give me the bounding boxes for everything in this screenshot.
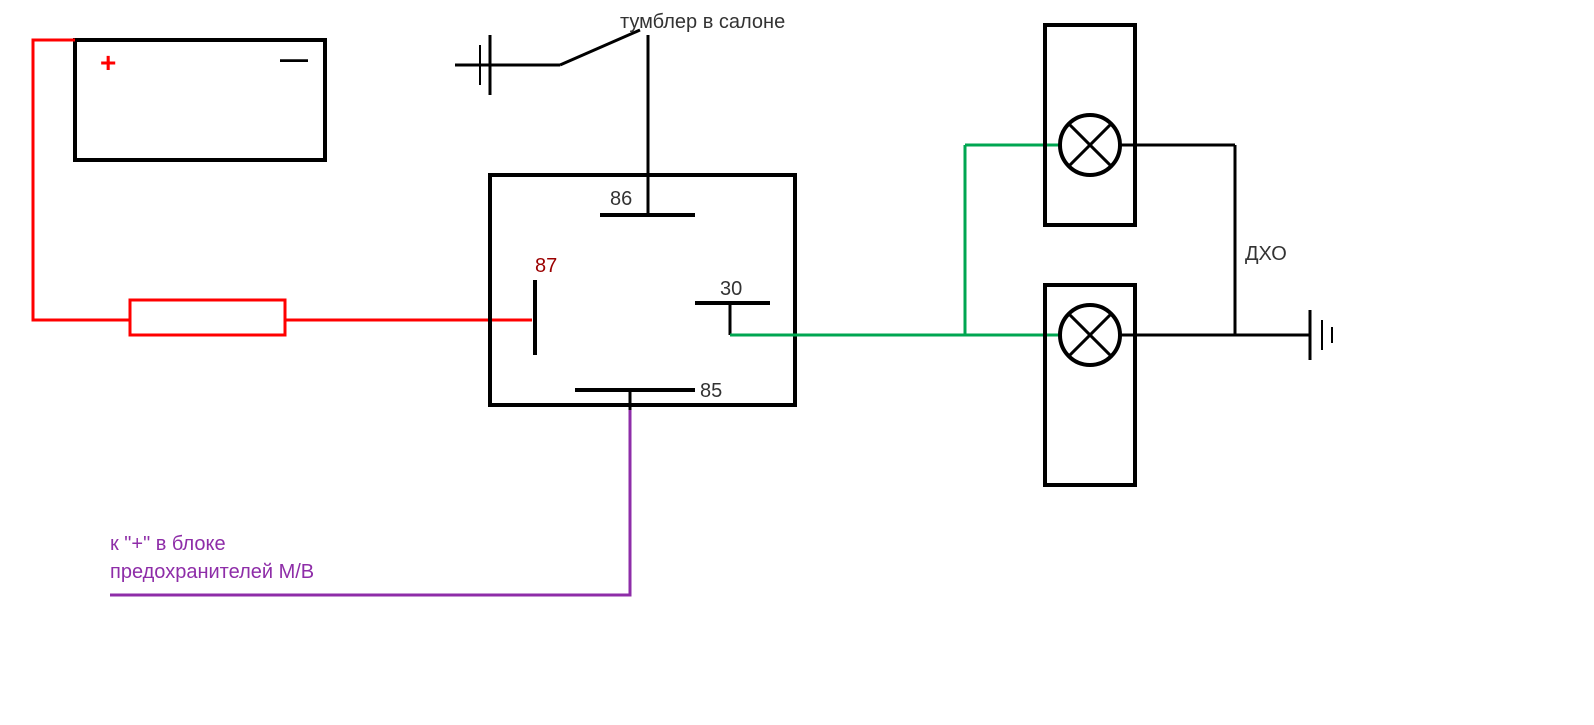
pin85-label: 85 xyxy=(700,380,722,402)
lamp-bot-box xyxy=(1045,285,1135,485)
pin87-label: 87 xyxy=(535,255,557,277)
circuit-diagram: + — 86 87 30 85 тумблер в салоне ДХО к "+" в бло… xyxy=(0,0,1594,725)
fuse-label-1: к "+" в блоке xyxy=(110,533,226,555)
dho-label: ДХО xyxy=(1245,243,1287,265)
battery-minus: — xyxy=(280,43,308,74)
battery-plus: + xyxy=(100,47,116,78)
wire-red xyxy=(33,40,532,320)
fuse-label-2: предохранителей М/В xyxy=(110,561,314,583)
fuse-box xyxy=(130,300,285,335)
pin30-label: 30 xyxy=(720,278,742,300)
switch-label: тумблер в салоне xyxy=(620,11,785,33)
pin86-label: 86 xyxy=(610,188,632,210)
lamp-top-box xyxy=(1045,25,1135,225)
switch-blade xyxy=(560,30,640,65)
